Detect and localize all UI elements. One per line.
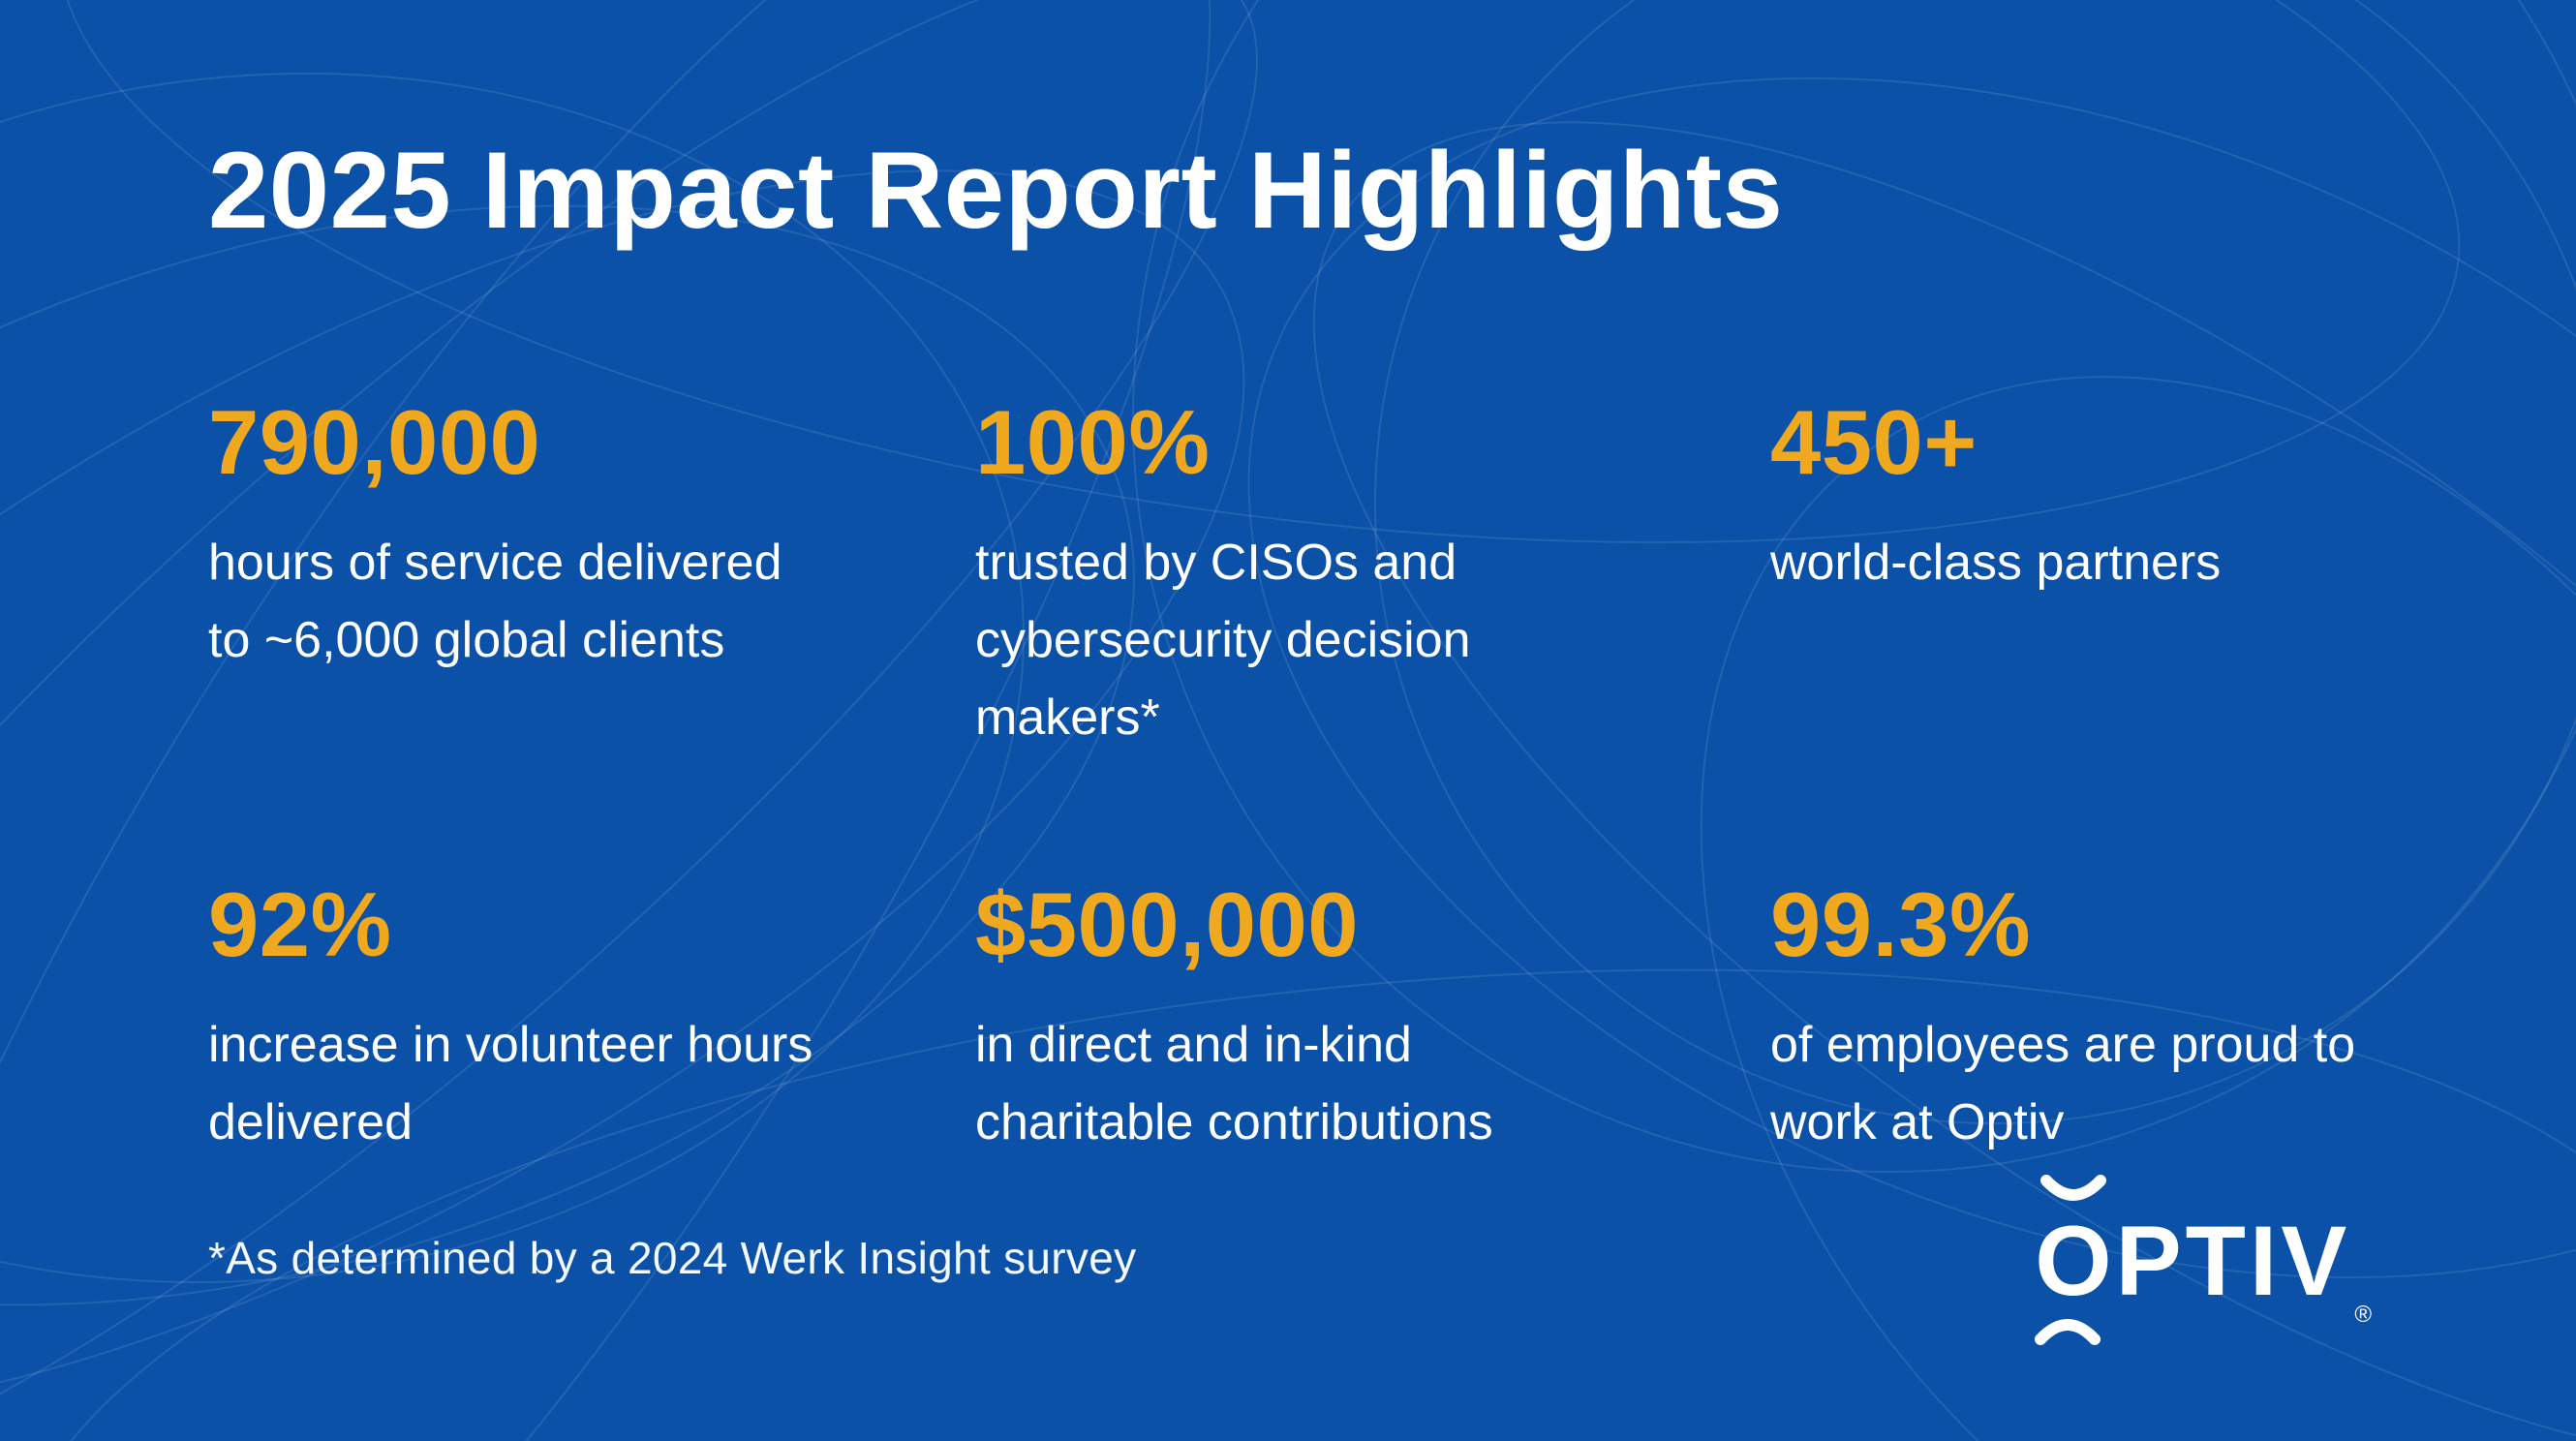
optiv-logo-wordmark: OPTIV	[2035, 1206, 2351, 1316]
stat-value: 92%	[208, 874, 392, 976]
stat-value: 790,000	[208, 391, 541, 494]
optiv-logo-top-arc-icon	[2040, 1175, 2107, 1201]
stat-trusted-percentage: 100% trusted by CISOs and cybersecurity …	[975, 391, 1770, 756]
stat-value: 450+	[1770, 391, 1978, 494]
optiv-logo-bottom-arc-icon	[2035, 1319, 2101, 1345]
stat-value: 99.3%	[1770, 874, 2032, 976]
stat-volunteer-increase: 92% increase in volunteer hours delivere…	[208, 874, 975, 1161]
stat-description: in direct and in-kind charitable contrib…	[975, 1016, 1493, 1150]
stat-description: increase in volunteer hours delivered	[208, 1016, 813, 1150]
page-title: 2025 Impact Report Highlights	[208, 130, 1784, 251]
survey-footnote: *As determined by a 2024 Werk Insight su…	[208, 1233, 1137, 1283]
stat-description: trusted by CISOs and cybersecurity decis…	[975, 534, 1471, 747]
stat-value: 100%	[975, 391, 1211, 494]
stats-grid: 790,000 hours of service delivered to ~6…	[208, 391, 2382, 1161]
stat-partners-count: 450+ world-class partners	[1770, 391, 2382, 756]
stat-employee-pride: 99.3% of employees are proud to work at …	[1770, 874, 2382, 1161]
stat-description: world-class partners	[1770, 534, 2222, 591]
stat-charitable-contributions: $500,000 in direct and in-kind charitabl…	[975, 874, 1770, 1161]
stat-hours-of-service: 790,000 hours of service delivered to ~6…	[208, 391, 975, 756]
registered-trademark-symbol: ®	[2354, 1302, 2372, 1328]
stat-description: of employees are proud to work at Optiv	[1770, 1016, 2356, 1150]
stat-description: hours of service delivered to ~6,000 glo…	[208, 534, 782, 668]
stat-value: $500,000	[975, 874, 1360, 976]
slide-footer: *As determined by a 2024 Werk Insight su…	[208, 1175, 2377, 1345]
optiv-logo: OPTIV ®	[2035, 1175, 2377, 1345]
